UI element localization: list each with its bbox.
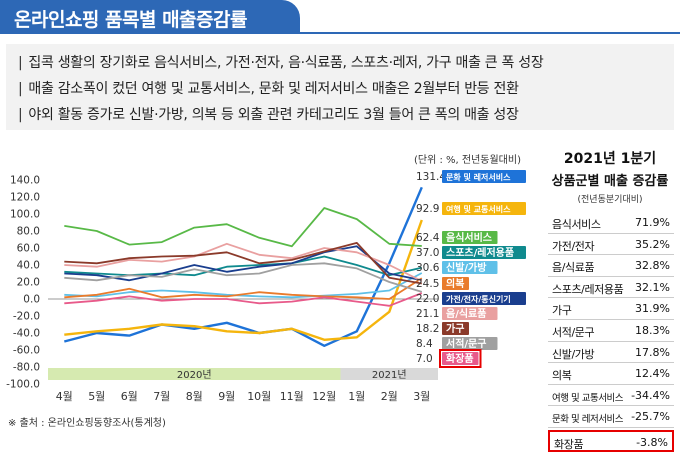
series-line	[64, 255, 423, 277]
series-line	[64, 242, 423, 282]
series-name-label: 가구	[446, 322, 464, 335]
side-row: 음식서비스 71.9%	[548, 212, 674, 234]
year-label-2020: 2020년	[177, 369, 212, 381]
series-line	[64, 262, 423, 293]
header-banner	[0, 0, 300, 34]
summary-line-2: | 매출 감소폭이 컸던 여행 및 교통서비스, 문화 및 레저서비스 매출은 2…	[18, 81, 519, 97]
y-tick-label: 20.0	[17, 277, 40, 289]
y-tick-label: 0.0	[23, 294, 40, 306]
series-name-label: 스포츠/레저용품	[446, 246, 514, 259]
end-value-label: 7.0	[416, 353, 433, 365]
x-tick-label: 1월	[348, 390, 365, 403]
y-tick-label: -100.0	[6, 379, 40, 391]
end-value-label: 24.5	[416, 278, 439, 290]
x-tick-label: 7월	[153, 390, 170, 403]
series-tag	[442, 337, 498, 350]
series-name-label: 여행 및 교통서비스	[446, 204, 511, 214]
year-band-2021	[340, 368, 438, 380]
series-tag	[442, 277, 469, 290]
series-line	[64, 272, 423, 299]
x-tick-label: 8월	[186, 390, 203, 403]
page-title: 온라인쇼핑 품목별 매출증감률	[14, 9, 247, 31]
series-name-label: 음/식료품	[446, 307, 486, 320]
series-name-label: 서적/문구	[446, 337, 486, 350]
side-row: 스포츠/레저용품 32.1%	[548, 277, 674, 299]
summary-line-1: | 집콕 생활의 장기화로 음식서비스, 가전·전자, 음·식료품, 스포츠·레저…	[18, 55, 544, 71]
x-tick-label: 6월	[121, 390, 138, 403]
end-value-label: 37.0	[416, 247, 439, 259]
end-value-label: 62.4	[416, 232, 440, 244]
series-tag	[442, 307, 498, 320]
side-title: 2021년 1분기 상품군별 매출 증감률	[551, 151, 669, 189]
x-tick-label: 9월	[218, 390, 235, 403]
source-note: ※ 출처 : 온라인쇼핑동향조사(통계청)	[8, 418, 166, 429]
y-tick-label: 40.0	[17, 260, 40, 272]
summary-box: | 집콕 생활의 장기화로 음식서비스, 가전·전자, 음·식료품, 스포츠·레저…	[6, 44, 674, 130]
series-line	[64, 207, 422, 248]
y-tick-label: 80.0	[17, 226, 40, 238]
series-name-label: 음식서비스	[446, 231, 492, 244]
x-tick-label: 11월	[280, 390, 304, 403]
end-value-label: 30.6	[416, 262, 440, 274]
side-row: 여행 및 교통서비스 -34.4%	[548, 385, 674, 407]
series-tag	[442, 352, 479, 365]
end-value-label: 131.4	[416, 171, 446, 183]
y-tick-label: 140.0	[10, 175, 40, 187]
series-name-label: 신발/가방	[446, 261, 487, 274]
end-value-label: 8.4	[416, 338, 433, 350]
side-subtitle: (전년동분기대비)	[577, 195, 643, 205]
series-line	[63, 186, 423, 348]
series-tag	[442, 170, 526, 183]
highlight-box	[439, 349, 482, 368]
end-value-label: 18.2	[416, 323, 439, 335]
side-table: 음식서비스 71.9% 가전/전자 35.2% 음/식료품 32.8% 스포츠/레저용…	[548, 212, 674, 452]
year-label-2021: 2021년	[372, 369, 407, 381]
y-tick-label: -60.0	[13, 345, 40, 357]
series-line	[64, 277, 423, 300]
series-name-label: 의복	[446, 277, 464, 290]
y-tick-label: 100.0	[10, 209, 40, 221]
series-name-label: 가전/전자/통신기기	[446, 294, 511, 304]
x-tick-label: 10월	[247, 390, 271, 403]
side-row-highlight: 화장품 -3.8%	[548, 429, 674, 452]
series-name-label: 문화 및 레저서비스	[446, 172, 511, 182]
series-tag	[442, 202, 526, 215]
year-band-2020	[48, 368, 341, 380]
series-line	[64, 292, 423, 307]
y-tick-label: 60.0	[17, 243, 40, 255]
end-value-label: 22.0	[416, 293, 439, 305]
header-divider	[0, 32, 680, 34]
summary-line-3: | 야외 활동 증가로 신발·가방, 의복 등 외출 관련 카테고리도 3월 들어…	[18, 107, 519, 123]
side-row: 가전/전자 35.2%	[548, 234, 674, 256]
side-row: 신발/가방 17.8%	[548, 342, 674, 364]
side-row: 문화 및 레저서비스 -25.7%	[548, 406, 674, 428]
series-tag	[442, 231, 498, 244]
x-tick-label: 12월	[312, 390, 336, 403]
series-tag	[442, 261, 498, 274]
x-tick-label: 5월	[88, 390, 105, 403]
side-row: 음/식료품 32.8%	[548, 255, 674, 277]
side-row: 가구 31.9%	[548, 298, 674, 320]
end-value-label: 21.1	[416, 308, 439, 320]
line-chart: 140.0 120.0 100.0 80.0 60.0 40.0 20.0 0.0 -20.0 -…	[6, 170, 526, 403]
series-tag	[442, 292, 526, 305]
series-name-label: 화장품	[446, 352, 474, 365]
series-tag	[442, 246, 526, 259]
x-tick-label: 2월	[381, 390, 398, 403]
series-tag	[442, 322, 469, 335]
series-line	[64, 245, 422, 282]
unit-label: (단위 : %, 전년동월대비)	[414, 155, 521, 166]
side-row: 서적/문구 18.3%	[548, 320, 674, 342]
side-row: 의복 12.4%	[548, 363, 674, 385]
series-line	[64, 242, 422, 285]
end-value-label: 92.9	[416, 203, 439, 215]
x-tick-label: 4월	[56, 390, 73, 403]
y-tick-label: -40.0	[13, 328, 40, 340]
x-tick-label: 3월	[413, 390, 430, 403]
y-tick-label: 120.0	[10, 192, 40, 204]
header: 온라인쇼핑 품목별 매출증감률	[0, 0, 680, 34]
y-tick-label: -80.0	[13, 362, 40, 374]
series-line	[64, 219, 423, 342]
y-tick-label: -20.0	[13, 311, 40, 323]
